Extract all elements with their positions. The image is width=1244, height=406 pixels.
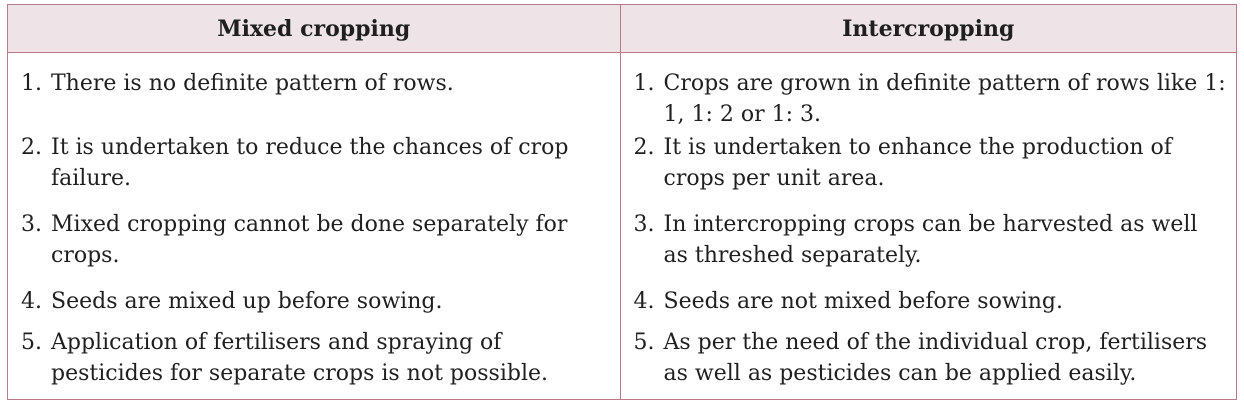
header-row: Mixed cropping Intercropping: [8, 5, 1236, 53]
mixed-cell: 3. Mixed cropping cannot be done separate…: [8, 208, 621, 287]
item-number: 3.: [633, 211, 655, 237]
item-number: 5.: [21, 330, 42, 356]
intercropping-cell: 3. In intercropping crops can be harveste…: [620, 209, 1236, 287]
header-intercropping: Intercropping: [620, 5, 1236, 53]
item-number: 4.: [21, 289, 42, 315]
item-text: It is undertaken to enhance the producti…: [663, 134, 1172, 191]
item-number: 3.: [21, 211, 42, 237]
item-number: 1.: [21, 71, 42, 96]
comparison-table-grid: Mixed cropping Intercropping 1. There is …: [8, 5, 1236, 399]
item-number: 4.: [633, 289, 655, 315]
table-row: 2. It is undertaken to reduce the chances…: [8, 131, 1236, 209]
table-row: 1. There is no definite pattern of rows. …: [8, 52, 1236, 132]
item-text: There is no definite pattern of rows.: [51, 71, 454, 96]
table-row: 4. Seeds are mixed up before sowing. 4. Se…: [8, 286, 1236, 328]
header-mixed-cropping: Mixed cropping: [8, 5, 621, 53]
item-text: Crops are grown in definite pattern of r…: [663, 71, 1226, 127]
item-text: Seeds are mixed up before sowing.: [51, 289, 443, 315]
mixed-cell: 5. Application of fertilisers and sprayin…: [8, 327, 621, 399]
item-text: In intercropping crops can be harvested …: [663, 211, 1198, 268]
item-text: Application of fertilisers and spraying …: [51, 330, 548, 387]
mixed-cell: 4. Seeds are mixed up before sowing.: [8, 286, 621, 328]
comparison-table: Mixed cropping Intercropping 1. There is …: [7, 4, 1237, 400]
mixed-cell: 1. There is no definite pattern of rows.: [8, 52, 621, 132]
intercropping-cell: 1. Crops are grown in definite pattern of…: [620, 53, 1236, 132]
intercropping-cell: 2. It is undertaken to enhance the produc…: [620, 132, 1236, 209]
intercropping-cell: 5. As per the need of the individual crop…: [620, 327, 1236, 399]
item-text: As per the need of the individual crop, …: [663, 330, 1208, 387]
intercropping-cell: 4. Seeds are not mixed before sowing.: [620, 286, 1236, 327]
table-row: 5. Application of fertilisers and sprayin…: [8, 327, 1236, 399]
mixed-cell: 2. It is undertaken to reduce the chances…: [8, 131, 621, 209]
item-number: 2.: [21, 134, 42, 160]
item-number: 2.: [633, 134, 655, 160]
item-number: 1.: [633, 71, 655, 96]
item-number: 5.: [633, 330, 655, 356]
item-text: Seeds are not mixed before sowing.: [663, 289, 1063, 315]
item-text: It is undertaken to reduce the chances o…: [51, 134, 569, 191]
item-text: Mixed cropping cannot be done separately…: [51, 211, 568, 268]
table-row: 3. Mixed cropping cannot be done separate…: [8, 208, 1236, 287]
